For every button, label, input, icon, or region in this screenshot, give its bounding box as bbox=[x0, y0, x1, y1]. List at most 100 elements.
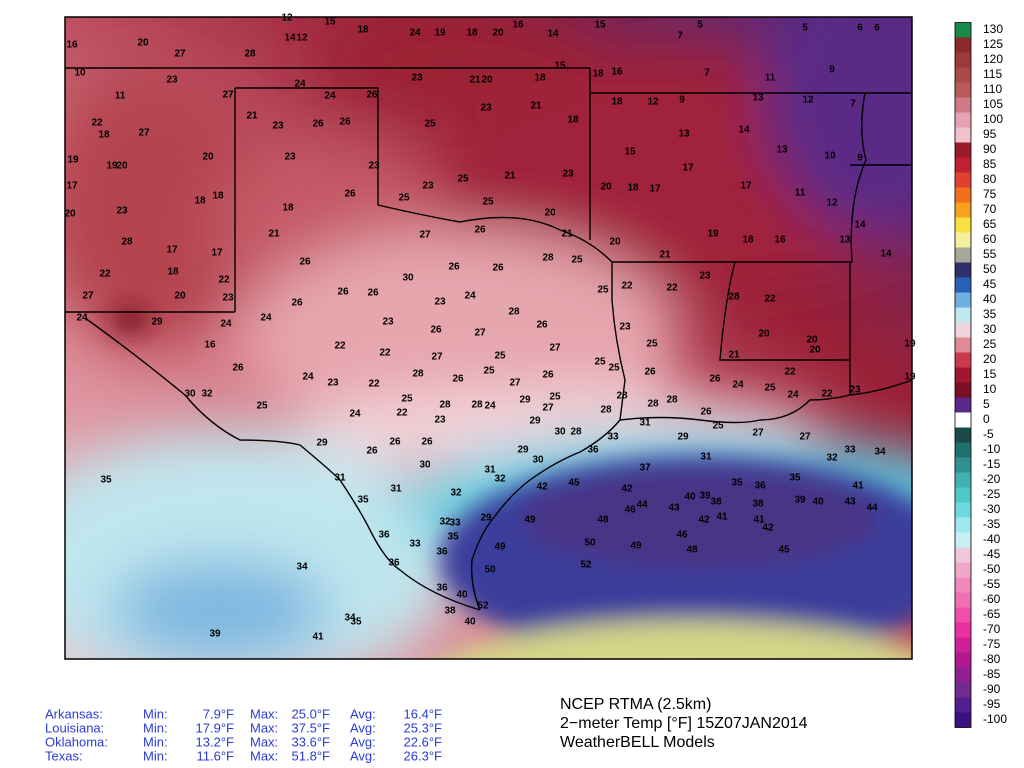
colorbar-tick-label: 45 bbox=[983, 277, 997, 291]
colorbar-tick-label: 75 bbox=[983, 187, 997, 201]
station-value: 26 bbox=[291, 298, 303, 309]
station-value: 12 bbox=[647, 97, 659, 108]
station-value: 16 bbox=[66, 40, 78, 51]
colorbar-tick-label: -70 bbox=[983, 622, 1001, 636]
colorbar-tick-label: 65 bbox=[983, 217, 997, 231]
station-value: 14 bbox=[284, 33, 296, 44]
station-value: 13 bbox=[752, 93, 764, 104]
station-value: 28 bbox=[439, 400, 451, 411]
colorbar-swatch bbox=[955, 112, 971, 128]
avg-label: Avg: bbox=[350, 720, 376, 735]
colorbar-swatch bbox=[955, 337, 971, 353]
station-value: 25 bbox=[494, 351, 506, 362]
station-value: 24 bbox=[409, 28, 421, 39]
station-value: 18 bbox=[534, 73, 546, 84]
station-value: 26 bbox=[421, 437, 433, 448]
station-value: 25 bbox=[646, 339, 658, 350]
station-value: 37 bbox=[639, 463, 651, 474]
station-value: 20 bbox=[806, 335, 818, 346]
colorbar-frame bbox=[954, 22, 972, 728]
colorbar-swatch bbox=[955, 652, 971, 668]
station-value: 20 bbox=[116, 161, 128, 172]
colorbar-tick-label: 125 bbox=[983, 37, 1003, 51]
station-value: 22 bbox=[784, 367, 796, 378]
station-value: 18 bbox=[98, 130, 110, 141]
avg-label: Avg: bbox=[350, 734, 376, 749]
station-value: 30 bbox=[532, 455, 544, 466]
colorbar-tick-label: 115 bbox=[983, 67, 1002, 81]
colorbar-tick-label: 110 bbox=[983, 82, 1002, 96]
station-value: 20 bbox=[202, 152, 214, 163]
station-value: 45 bbox=[778, 545, 790, 556]
colorbar-swatch bbox=[955, 262, 971, 278]
colorbar-tick-label: 35 bbox=[983, 307, 997, 321]
colorbar-swatch bbox=[955, 247, 971, 263]
station-value: 26 bbox=[448, 262, 460, 273]
station-value: 29 bbox=[519, 395, 531, 406]
station-value: 14 bbox=[547, 29, 559, 40]
station-value: 19 bbox=[904, 339, 916, 350]
station-value: 42 bbox=[762, 523, 774, 534]
station-value: 27 bbox=[174, 49, 186, 60]
state-name: Oklahoma: bbox=[45, 734, 108, 749]
station-value: 21 bbox=[659, 250, 671, 261]
min-value: 11.6°F bbox=[197, 748, 235, 763]
station-value: 29 bbox=[151, 317, 163, 328]
colorbar-swatch bbox=[955, 487, 971, 503]
avg-value: 22.6°F bbox=[404, 734, 443, 749]
station-value: 22 bbox=[821, 389, 833, 400]
station-value: 22 bbox=[666, 283, 678, 294]
station-value: 50 bbox=[584, 538, 596, 549]
station-value: 20 bbox=[609, 237, 621, 248]
station-value: 23 bbox=[368, 161, 380, 172]
station-value: 18 bbox=[567, 115, 579, 126]
min-label: Min: bbox=[143, 734, 168, 749]
station-value: 44 bbox=[636, 500, 648, 511]
station-value: 40 bbox=[464, 617, 476, 628]
station-value: 31 bbox=[484, 465, 496, 476]
max-label: Max: bbox=[250, 748, 278, 763]
station-value: 41 bbox=[753, 515, 765, 526]
station-value: 42 bbox=[698, 515, 710, 526]
station-value: 35 bbox=[357, 495, 369, 506]
station-value: 43 bbox=[844, 497, 856, 508]
station-value: 20 bbox=[758, 329, 770, 340]
station-value: 28 bbox=[244, 49, 256, 60]
station-value: 29 bbox=[480, 513, 492, 524]
station-value: 28 bbox=[570, 427, 582, 438]
colorbar-swatch bbox=[955, 367, 971, 383]
colorbar-swatch bbox=[955, 622, 971, 638]
colorbar-tick-label: -15 bbox=[983, 457, 1001, 471]
station-value: 21 bbox=[561, 229, 573, 240]
station-value: 24 bbox=[464, 291, 476, 302]
station-value: 23 bbox=[222, 293, 234, 304]
station-value: 26 bbox=[312, 119, 324, 130]
station-value: 21 bbox=[504, 171, 516, 182]
max-label: Max: bbox=[250, 734, 278, 749]
station-value: 32 bbox=[201, 389, 213, 400]
station-value: 5 bbox=[697, 20, 703, 31]
colorbar-swatch bbox=[955, 277, 971, 293]
station-value: 21 bbox=[530, 101, 542, 112]
station-value: 33 bbox=[844, 445, 856, 456]
station-value: 15 bbox=[554, 61, 566, 72]
station-value: 25 bbox=[424, 119, 436, 130]
station-value: 39 bbox=[699, 491, 711, 502]
station-value: 19 bbox=[904, 372, 916, 383]
station-value: 27 bbox=[419, 230, 431, 241]
station-value: 22 bbox=[379, 348, 391, 359]
station-value: 40 bbox=[684, 492, 696, 503]
station-value: 32 bbox=[439, 517, 451, 528]
colorbar-swatch bbox=[955, 532, 971, 548]
station-value: 31 bbox=[639, 418, 651, 429]
station-value: 23 bbox=[422, 181, 434, 192]
colorbar-swatch bbox=[955, 667, 971, 683]
station-value: 33 bbox=[449, 518, 461, 529]
station-value: 24 bbox=[324, 91, 336, 102]
title-block: NCEP RTMA (2.5km) 2−meter Temp [°F] 15Z0… bbox=[560, 696, 808, 751]
station-value: 30 bbox=[184, 389, 196, 400]
colorbar-tick-label: 100 bbox=[983, 112, 1003, 126]
station-value: 12 bbox=[802, 95, 814, 106]
